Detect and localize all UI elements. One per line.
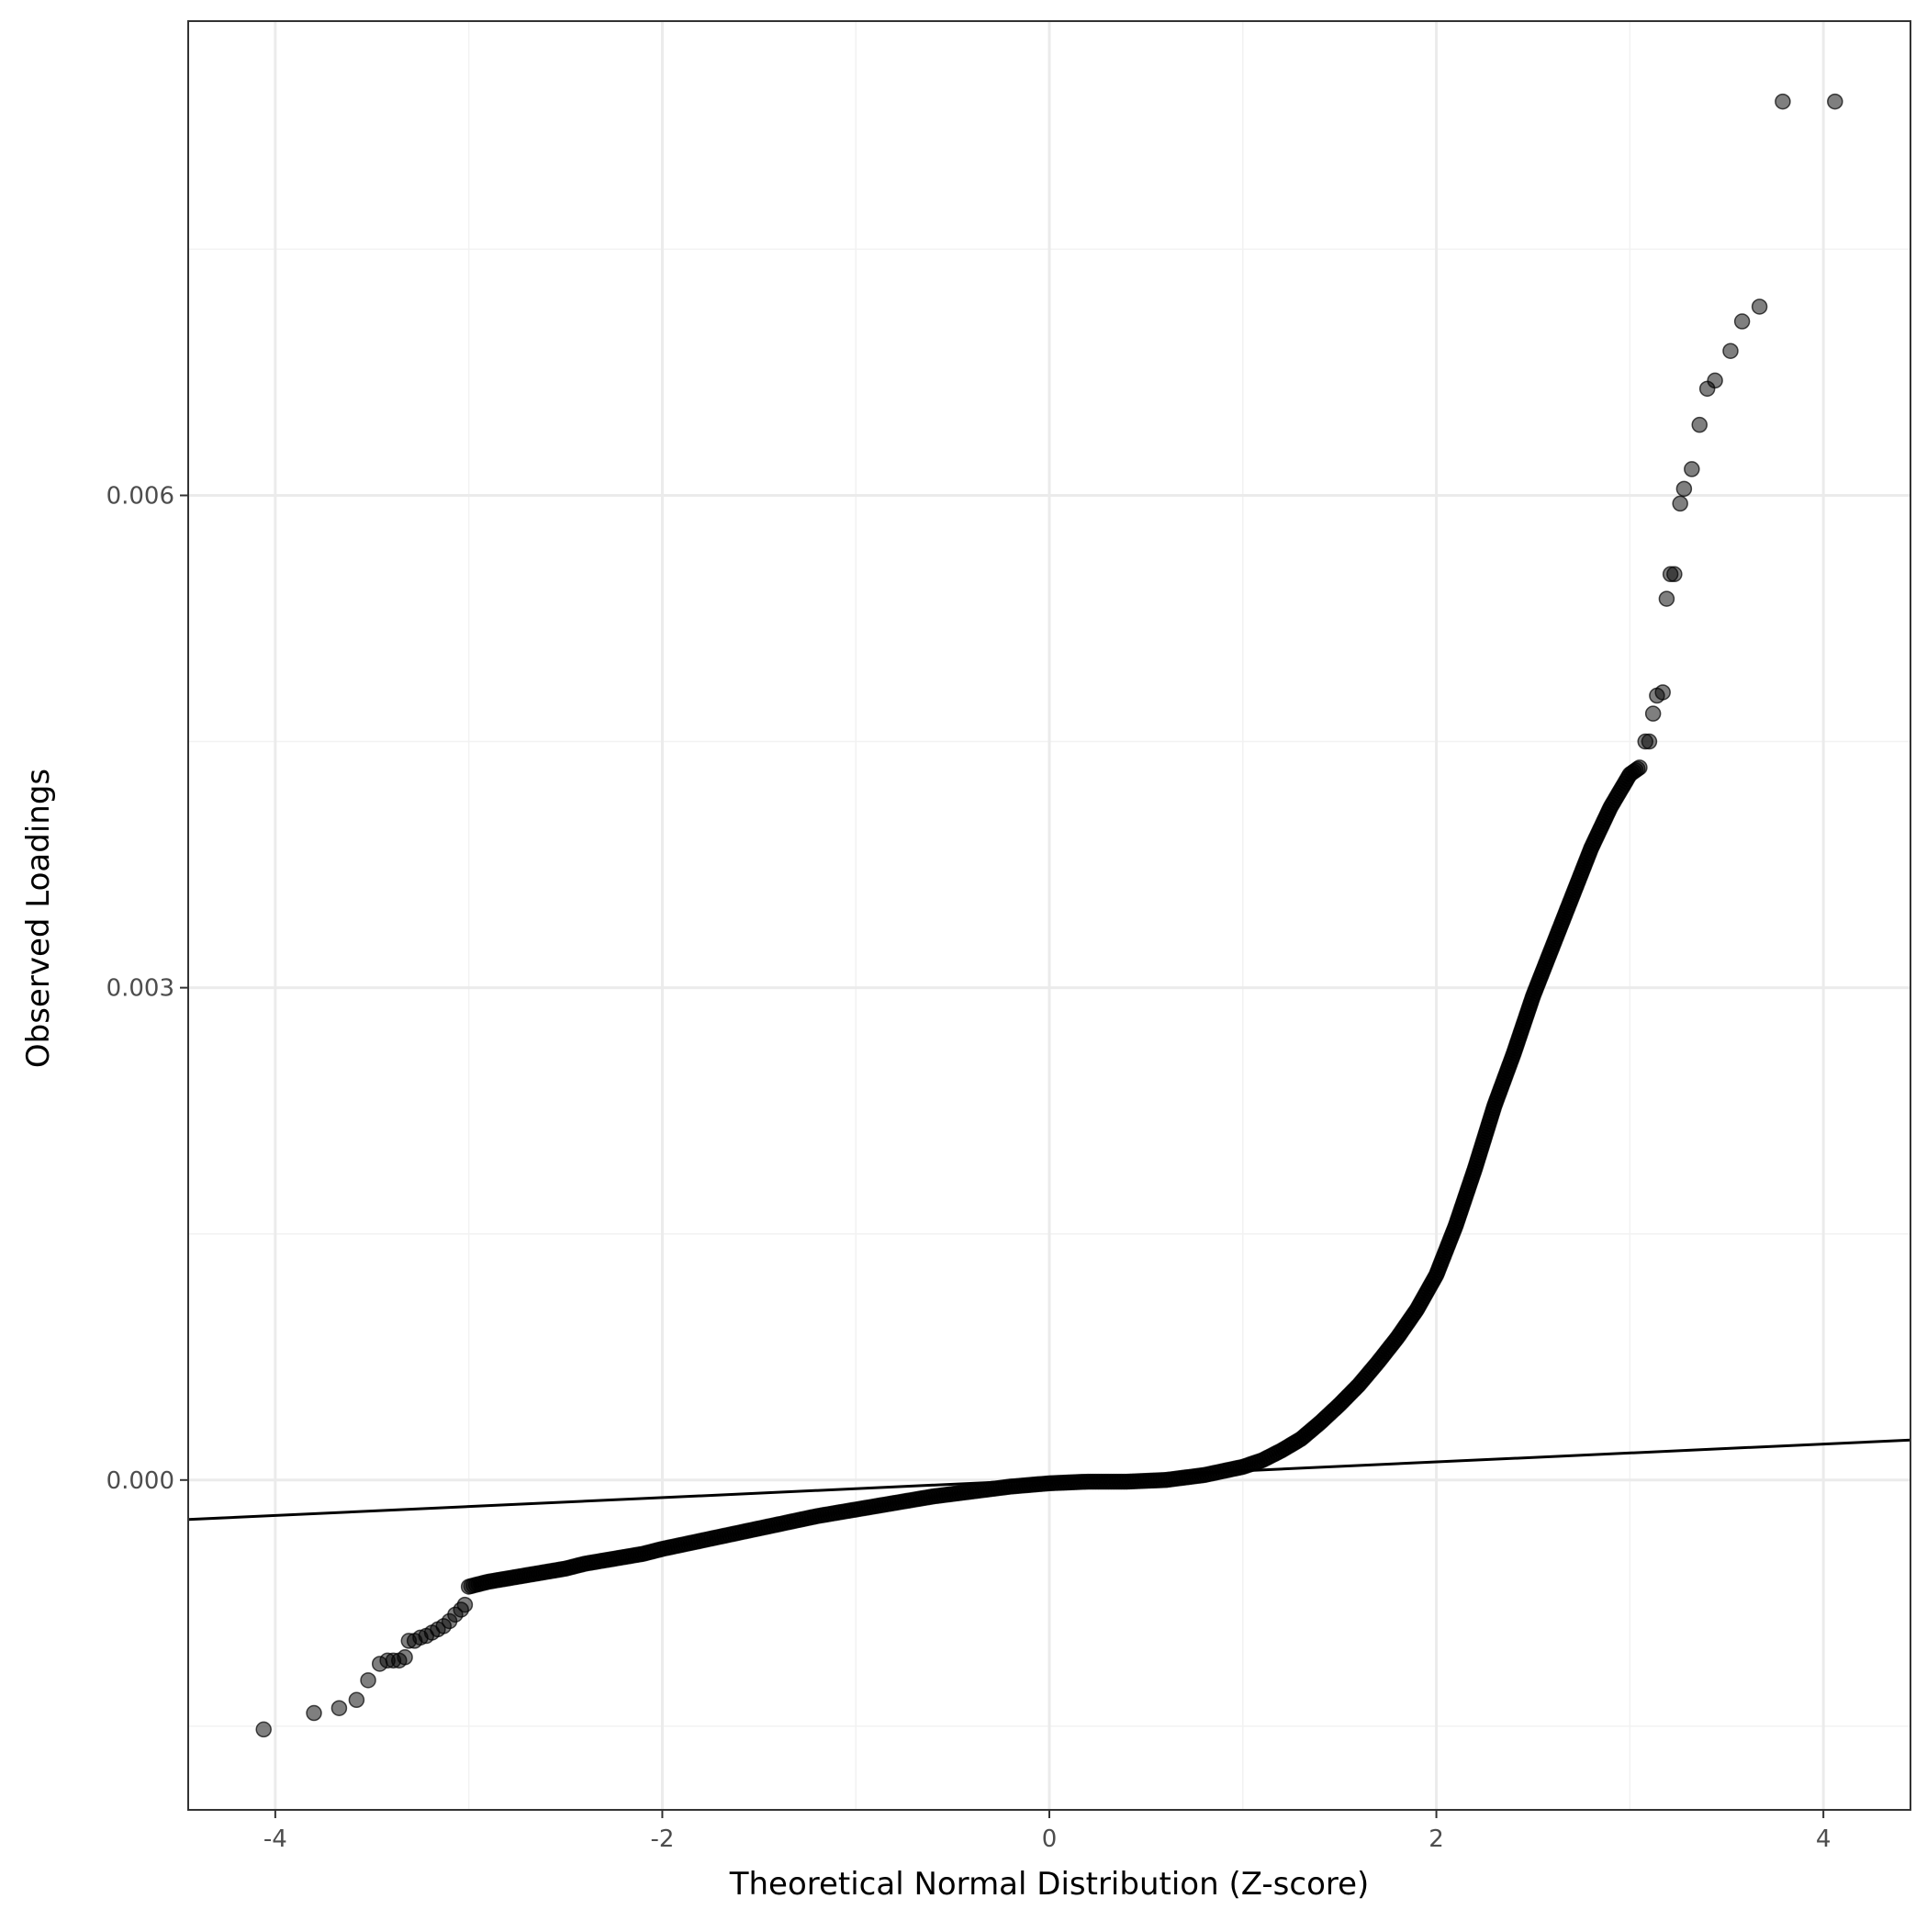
data-point <box>1751 298 1768 315</box>
x-tick-label: 2 <box>1428 1825 1444 1853</box>
x-axis-title: Theoretical Normal Distribution (Z-score… <box>729 1866 1370 1903</box>
data-point <box>1675 480 1693 498</box>
data-point <box>1641 733 1658 750</box>
data-point <box>1707 372 1723 389</box>
y-tick-label: 0.006 <box>106 482 174 510</box>
x-tick-label: -2 <box>650 1825 674 1853</box>
data-point <box>331 1700 348 1716</box>
data-point <box>1644 705 1662 722</box>
data-point <box>397 1649 413 1666</box>
data-point <box>348 1691 365 1709</box>
data-point <box>1691 416 1708 433</box>
data-point <box>1666 566 1683 583</box>
data-point <box>255 1721 272 1738</box>
x-tick-label: -4 <box>263 1825 287 1853</box>
data-point <box>1684 461 1700 477</box>
data-point <box>456 1596 474 1613</box>
data-point <box>1775 93 1791 110</box>
data-point <box>1631 759 1648 776</box>
data-point <box>1672 495 1688 512</box>
data-point <box>1733 313 1751 330</box>
data-point <box>1827 93 1843 110</box>
y-tick-label: 0.003 <box>106 975 174 1003</box>
y-tick-label: 0.000 <box>106 1467 174 1495</box>
data-point <box>1722 343 1739 359</box>
data-point <box>306 1704 322 1722</box>
x-tick-label: 4 <box>1816 1825 1832 1853</box>
data-points <box>255 93 1843 1738</box>
axes: -4 -2 0 2 4 0.000 0.003 0.006 <box>106 482 1832 1853</box>
data-point <box>1654 684 1671 701</box>
data-point <box>360 1672 376 1689</box>
x-tick-label: 0 <box>1042 1825 1058 1853</box>
y-axis-title: Observed Loadings <box>20 769 57 1068</box>
data-point <box>1658 590 1675 607</box>
